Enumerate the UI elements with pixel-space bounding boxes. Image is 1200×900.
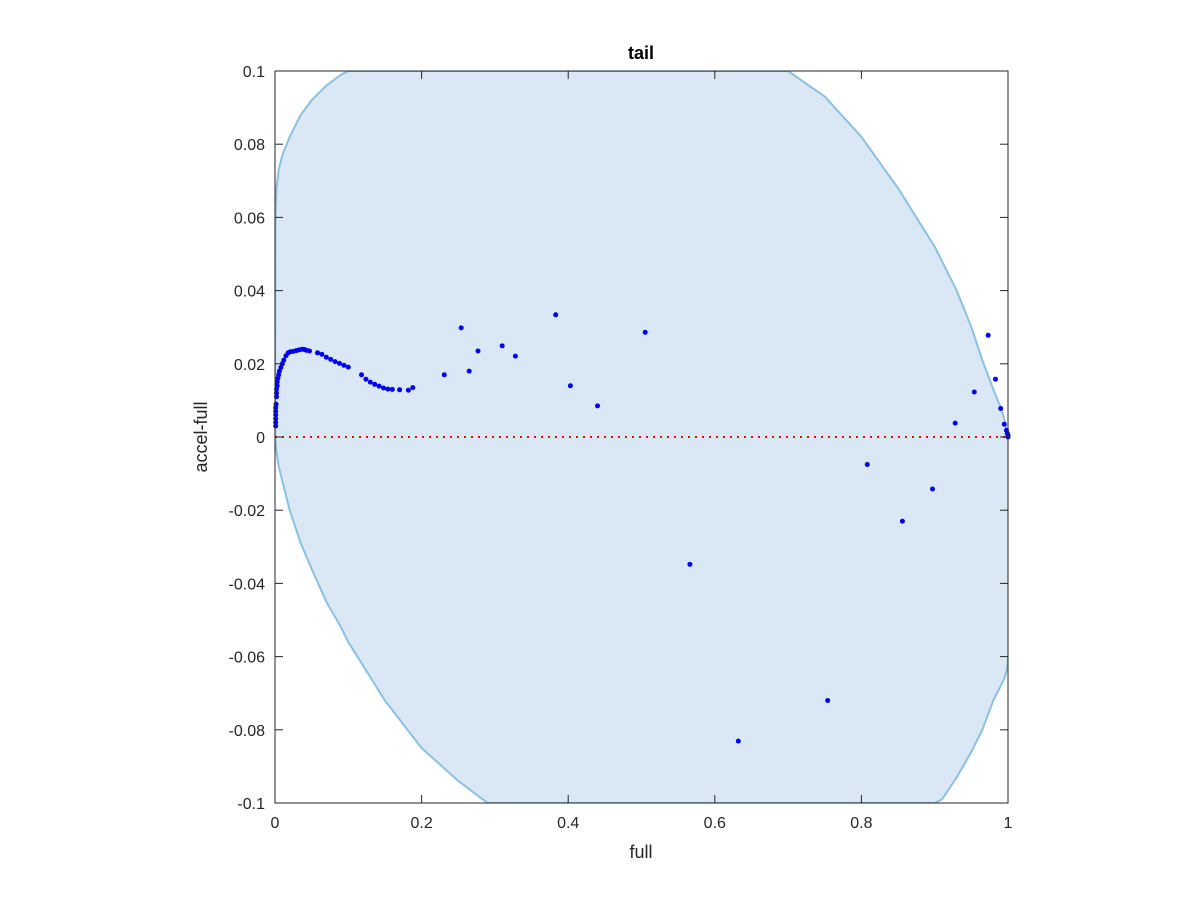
data-point <box>595 403 600 409</box>
data-point <box>367 379 373 385</box>
data-point <box>337 360 342 366</box>
data-point <box>553 312 559 318</box>
data-point <box>359 372 364 378</box>
region-lower-boundary <box>275 436 1008 803</box>
y-tick-label: 0.06 <box>234 210 265 227</box>
data-point <box>328 356 334 362</box>
data-point <box>376 383 382 389</box>
data-point <box>466 368 472 374</box>
x-axis-label: full <box>629 842 652 862</box>
y-axis-label: accel-full <box>191 401 211 472</box>
data-point <box>971 389 977 395</box>
y-tick-label: 0.1 <box>243 64 265 81</box>
data-point <box>735 738 741 744</box>
data-point <box>273 419 279 425</box>
data-point <box>1001 421 1007 427</box>
data-point <box>389 386 395 392</box>
data-point <box>441 372 447 378</box>
x-tick-label: 0.2 <box>410 815 432 832</box>
data-point <box>397 387 403 393</box>
y-tick-label: 0.04 <box>234 284 265 301</box>
data-point <box>687 561 693 567</box>
data-point <box>332 359 338 365</box>
data-point <box>993 376 998 382</box>
data-point <box>323 354 329 360</box>
data-point <box>363 376 369 382</box>
data-point <box>998 406 1004 411</box>
y-tick-label: 0.02 <box>234 357 265 374</box>
x-tick-label: 0.6 <box>704 815 726 832</box>
data-point <box>567 383 573 389</box>
x-tick-label: 0 <box>271 815 280 832</box>
y-tick-label: -0.08 <box>229 723 266 740</box>
data-point <box>864 462 870 467</box>
data-point <box>273 401 279 407</box>
data-point <box>273 423 279 429</box>
data-point <box>458 325 464 331</box>
data-point <box>372 381 378 387</box>
data-point <box>985 332 991 338</box>
data-point <box>410 385 416 391</box>
data-point <box>274 383 280 389</box>
y-tick-label: -0.02 <box>229 503 266 520</box>
data-point <box>345 364 351 370</box>
data-point <box>273 408 279 414</box>
chart-title: tail <box>628 43 654 63</box>
x-tick-label: 1 <box>1004 815 1013 832</box>
data-point <box>952 420 958 426</box>
data-point <box>273 412 279 418</box>
data-point <box>385 386 391 392</box>
data-point <box>319 351 325 357</box>
region-upper-boundary <box>275 71 1008 438</box>
y-tick-label: -0.1 <box>237 796 265 813</box>
data-point <box>825 698 831 703</box>
data-point <box>499 343 505 349</box>
y-tick-label: 0 <box>256 430 265 447</box>
data-point <box>405 387 411 393</box>
y-tick-label: -0.06 <box>229 650 266 667</box>
data-point <box>281 357 287 363</box>
y-tick-label: -0.04 <box>229 576 266 593</box>
data-point <box>899 518 905 524</box>
data-point <box>475 348 481 354</box>
data-point <box>341 362 347 368</box>
feasible-region <box>275 71 1008 803</box>
x-tick-label: 0.4 <box>557 815 579 832</box>
data-point <box>307 348 312 354</box>
data-point <box>315 350 320 356</box>
data-point <box>512 353 518 359</box>
x-tick-label: 0.8 <box>850 815 872 832</box>
data-point <box>642 329 648 335</box>
data-point <box>930 486 935 492</box>
data-point <box>274 379 280 385</box>
plot-area: 0 0.2 0.4 0.6 0.8 1 -0.1 -0.08 -0.06 -0.04 -0.02 0 0… <box>229 64 1013 832</box>
data-point <box>276 372 282 378</box>
y-tick-label: 0.08 <box>234 137 265 154</box>
data-point <box>273 416 279 422</box>
data-point <box>381 385 386 391</box>
